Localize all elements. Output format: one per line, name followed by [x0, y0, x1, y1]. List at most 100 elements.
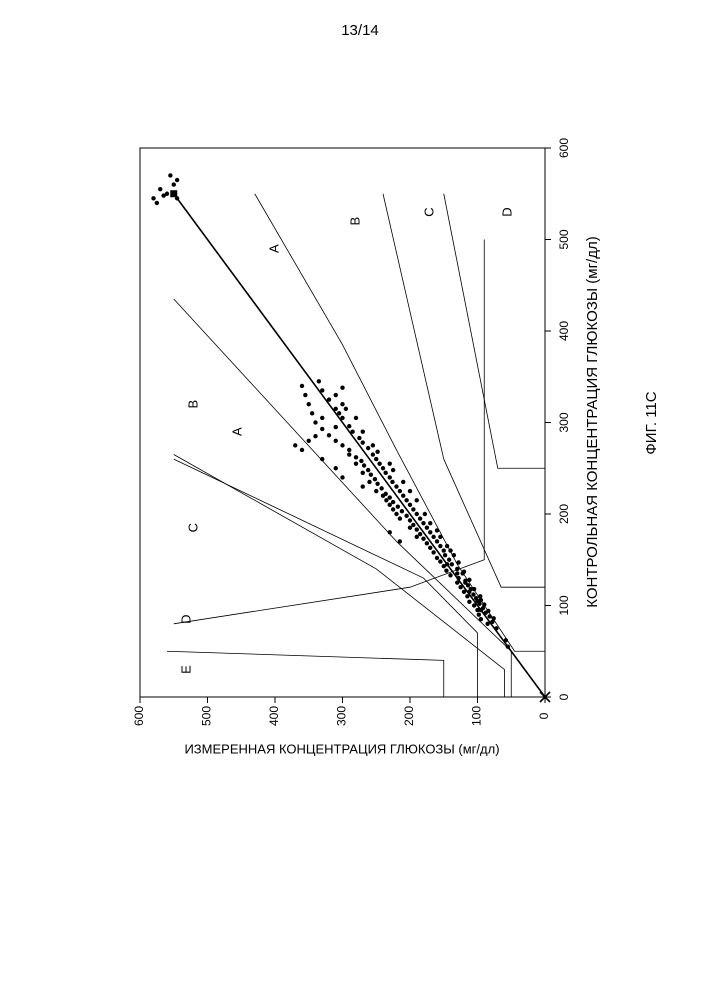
data-point-155 [367, 480, 371, 484]
data-point-102 [371, 443, 375, 447]
zone-line-upper-3 [167, 651, 444, 697]
data-point-104 [388, 461, 392, 465]
data-point-55 [396, 504, 400, 508]
data-point-17 [471, 592, 475, 596]
data-point-95 [303, 393, 307, 397]
data-point-99 [344, 407, 348, 411]
data-point-135 [337, 411, 341, 415]
data-point-127 [334, 466, 338, 470]
data-point-73 [362, 463, 366, 467]
data-point-38 [438, 544, 442, 548]
data-point-82 [361, 440, 365, 444]
data-point-44 [428, 530, 432, 534]
data-point-79 [347, 448, 351, 452]
data-point-116 [462, 569, 466, 573]
data-point-142 [463, 580, 467, 584]
data-point-48 [421, 521, 425, 525]
data-point-117 [467, 578, 471, 582]
data-point-67 [373, 477, 377, 481]
data-point-33 [435, 556, 439, 560]
zone-line-lower-7 [444, 194, 545, 469]
data-point-11 [472, 603, 476, 607]
data-point-39 [425, 541, 429, 545]
data-point-151 [398, 516, 402, 520]
data-point-156 [361, 471, 365, 475]
data-point-128 [320, 457, 324, 461]
data-point-88 [347, 424, 351, 428]
data-point-16 [465, 594, 469, 598]
data-point-145 [479, 608, 483, 612]
data-point-154 [374, 489, 378, 493]
data-point-7 [477, 612, 481, 616]
data-point-101 [361, 429, 365, 433]
zone-lines [167, 194, 545, 697]
data-point-89 [313, 420, 317, 424]
data-point-90 [340, 416, 344, 420]
zone-line-upper-0 [174, 299, 512, 697]
data-point-66 [390, 480, 394, 484]
data-point-152 [391, 507, 395, 511]
data-point-91 [310, 411, 314, 415]
data-point-77 [354, 455, 358, 459]
zone-line-upper-2 [174, 459, 478, 697]
data-point-50 [418, 516, 422, 520]
data-point-92 [334, 407, 338, 411]
data-point-113 [445, 544, 449, 548]
data-point-28 [455, 567, 459, 571]
x-tick-label-0: 0 [557, 693, 571, 700]
data-point-121 [486, 609, 490, 613]
data-point-107 [408, 489, 412, 493]
plot-group: AABBCCDDE [140, 148, 550, 702]
x-tick-label-600: 600 [557, 138, 571, 158]
data-point-136 [340, 402, 344, 406]
data-point-62 [398, 489, 402, 493]
data-point-165 [158, 187, 162, 191]
y-axis-ticks: 0100200300400500600 [132, 697, 551, 726]
data-point-74 [377, 461, 381, 465]
data-point-140 [445, 562, 449, 566]
data-point-115 [456, 560, 460, 564]
data-point-146 [394, 512, 398, 516]
data-point-49 [408, 518, 412, 522]
data-point-159 [172, 182, 176, 186]
zone-label-b-2: B [185, 400, 200, 409]
data-point-36 [442, 548, 446, 552]
x-axis-ticks: 0100200300400500600 [545, 138, 571, 701]
data-point-13 [467, 600, 471, 604]
data-point-27 [444, 569, 448, 573]
y-tick-label-400: 400 [267, 706, 281, 726]
data-point-20 [458, 585, 462, 589]
y-tick-label-200: 200 [402, 706, 416, 726]
y-axis-label: ИЗМЕРЕННАЯ КОНЦЕНТРАЦИЯ ГЛЮКОЗЫ (мг/дл) [184, 741, 499, 756]
x-tick-label-500: 500 [557, 229, 571, 249]
data-point-149 [408, 526, 412, 530]
data-point-132 [313, 434, 317, 438]
zone-label-a-1: A [266, 244, 281, 253]
data-point-71 [366, 468, 370, 472]
data-point-41 [421, 537, 425, 541]
data-point-52 [415, 512, 419, 516]
data-point-40 [435, 539, 439, 543]
data-point-160 [175, 178, 179, 182]
y-tick-label-0: 0 [537, 712, 551, 719]
data-point-133 [334, 425, 338, 429]
data-point-80 [366, 446, 370, 450]
data-point-51 [404, 514, 408, 518]
data-point-141 [455, 571, 459, 575]
data-point-112 [438, 535, 442, 539]
data-point-124 [398, 539, 402, 543]
data-point-69 [369, 472, 373, 476]
y-tick-label-100: 100 [470, 706, 484, 726]
data-point-143 [467, 590, 471, 594]
data-point-158 [347, 452, 351, 456]
data-point-18 [462, 590, 466, 594]
x-tick-label-200: 200 [557, 504, 571, 524]
data-point-35 [431, 550, 435, 554]
zone-label-a-0: A [229, 427, 244, 436]
figure-caption: ФИГ. 11С [643, 391, 660, 454]
data-point-32 [447, 558, 451, 562]
data-point-68 [388, 475, 392, 479]
data-point-72 [381, 466, 385, 470]
data-point-81 [340, 443, 344, 447]
data-point-78 [371, 452, 375, 456]
